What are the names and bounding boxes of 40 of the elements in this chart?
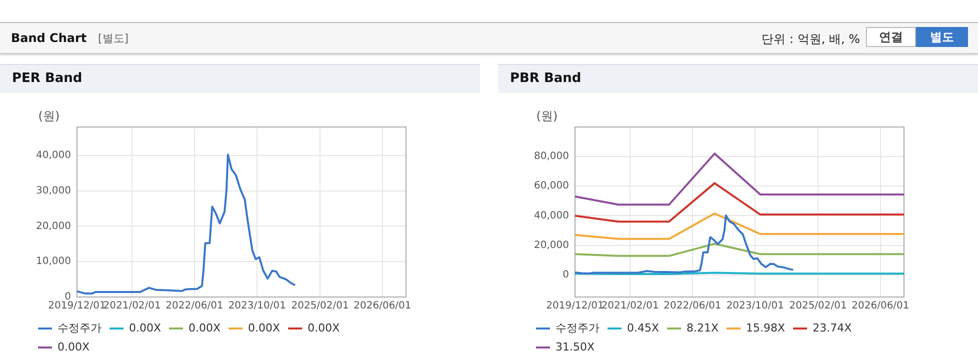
text: 연결 bbox=[866, 27, 916, 47]
y-tick-label: 0 bbox=[562, 269, 569, 280]
x-tick-label: 2023/10/01 bbox=[228, 300, 286, 312]
y-tick-label: 80,000 bbox=[534, 151, 569, 162]
x-tick-label: 2022/06/01 bbox=[664, 300, 722, 312]
text: [별도] bbox=[98, 31, 129, 46]
legend-label: 31.50X bbox=[556, 340, 595, 354]
text: 단위 : 억원, 배, % bbox=[762, 31, 860, 48]
text: Band Chart bbox=[11, 31, 87, 45]
legend-label: 0.45X bbox=[627, 321, 660, 334]
legend-label: 0.00X bbox=[308, 321, 340, 334]
y-tick-label: 20,000 bbox=[534, 240, 569, 251]
y-tick-label: 10,000 bbox=[36, 256, 71, 268]
legend-label: 23.74X bbox=[812, 321, 852, 334]
y-tick-label: 40,000 bbox=[534, 210, 569, 222]
y-axis-title: (원) bbox=[38, 109, 60, 124]
y-axis-title: (원) bbox=[536, 109, 558, 124]
text: 별도 bbox=[916, 27, 968, 47]
chart-title: PER Band bbox=[0, 64, 480, 93]
x-tick-label: 2021/02/01 bbox=[103, 300, 161, 312]
legend-label: 0.00X bbox=[188, 321, 222, 334]
legend-label: 15.98X bbox=[746, 321, 786, 334]
x-tick-label: 2025/02/01 bbox=[789, 300, 847, 312]
chart-title: PBR Band bbox=[498, 64, 978, 93]
legend-label: 수정주가 bbox=[556, 321, 600, 334]
y-tick-label: 20,000 bbox=[36, 220, 71, 232]
legend-label: 수정주가 bbox=[58, 321, 102, 334]
legend-label: 0.00X bbox=[129, 321, 162, 334]
y-tick-label: 30,000 bbox=[36, 185, 71, 196]
legend-label: 0.00X bbox=[248, 321, 281, 334]
x-tick-label: 2025/02/01 bbox=[291, 300, 349, 312]
x-tick-label: 2026/06/01 bbox=[852, 300, 910, 312]
x-tick-label: 2022/06/01 bbox=[166, 300, 224, 312]
x-tick-label: 2021/02/01 bbox=[601, 300, 659, 312]
x-tick-label: 2023/10/01 bbox=[726, 300, 784, 312]
y-tick-label: 40,000 bbox=[36, 150, 71, 161]
x-tick-label: 2026/06/01 bbox=[354, 300, 412, 312]
legend-label: 0.00X bbox=[58, 340, 90, 354]
y-tick-label: 60,000 bbox=[534, 180, 569, 192]
legend-label: 8.21X bbox=[686, 321, 720, 334]
